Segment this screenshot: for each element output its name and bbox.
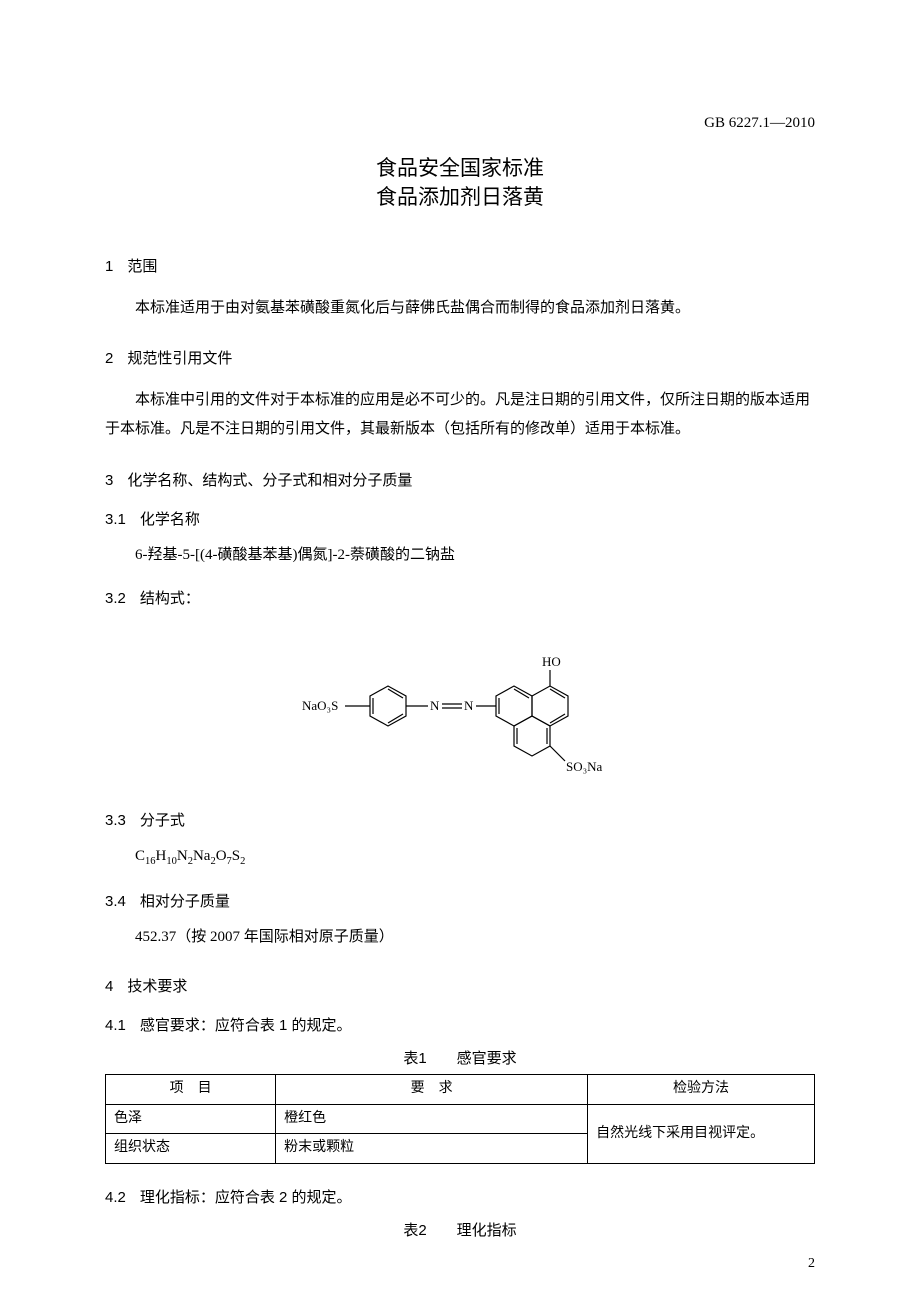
section-4-num: 4 — [105, 978, 113, 995]
chemical-name: 6-羟基-5-[(4-磺酸基苯基)偶氮]-2-萘磺酸的二钠盐 — [135, 541, 815, 570]
label-n-left: N — [430, 698, 440, 713]
section-1-heading: 1 范围 — [105, 255, 815, 276]
title-line2: 食品添加剂日落黄 — [376, 186, 544, 209]
main-title: 食品安全国家标准 食品添加剂日落黄 — [105, 154, 815, 213]
section-3-3-title: 分子式 — [140, 812, 185, 829]
td-item: 组织状态 — [106, 1134, 276, 1163]
section-3-2-heading: 3.2 结构式： — [105, 587, 815, 608]
relative-mass: 452.37（按 2007 年国际相对原子质量） — [135, 923, 815, 952]
section-3-1-heading: 3.1 化学名称 — [105, 508, 815, 529]
section-4-2-num: 4.2 — [105, 1189, 126, 1206]
section-3-4-title: 相对分子质量 — [140, 893, 230, 910]
section-3-2-title: 结构式： — [140, 590, 200, 607]
section-1-title: 范围 — [127, 258, 157, 275]
table1-caption: 表1 感官要求 — [105, 1047, 815, 1068]
th-req: 要 求 — [276, 1075, 588, 1104]
section-4-1-title: 感官要求：应符合表 1 的规定。 — [140, 1017, 352, 1034]
section-3-4-num: 3.4 — [105, 893, 126, 910]
section-4-2-heading: 4.2 理化指标：应符合表 2 的规定。 — [105, 1186, 815, 1207]
table-row: 项 目 要 求 检验方法 — [106, 1075, 815, 1104]
section-3-3-heading: 3.3 分子式 — [105, 809, 815, 830]
section-3-1-title: 化学名称 — [140, 511, 200, 528]
section-2-title: 规范性引用文件 — [127, 350, 232, 367]
label-so3na: SO₃Na — [566, 759, 603, 774]
table2-caption-num: 表2 — [403, 1222, 426, 1239]
section-3-4-heading: 3.4 相对分子质量 — [105, 890, 815, 911]
table2-caption: 表2 理化指标 — [105, 1219, 815, 1240]
table-sensory: 项 目 要 求 检验方法 色泽 橙红色 自然光线下采用目视评定。 组织状态 粉末… — [105, 1074, 815, 1163]
label-nao3s: NaO₃S — [302, 698, 338, 713]
standard-code: GB 6227.1—2010 — [105, 115, 815, 132]
label-n-right: N — [464, 698, 474, 713]
molecular-formula: C16H10N2Na2O7S2 — [135, 842, 815, 872]
section-4-title: 技术要求 — [127, 978, 187, 995]
label-ho: HO — [542, 654, 561, 669]
section-3-1-num: 3.1 — [105, 511, 126, 528]
section-2-num: 2 — [105, 350, 113, 367]
table1-caption-title: 感官要求 — [457, 1050, 517, 1067]
molecule-svg: NaO₃S N N HO SO₃Na — [290, 626, 630, 786]
section-4-1-num: 4.1 — [105, 1017, 126, 1034]
section-1-num: 1 — [105, 258, 113, 275]
section-3-heading: 3 化学名称、结构式、分子式和相对分子质量 — [105, 469, 815, 490]
td-req: 橙红色 — [276, 1104, 588, 1133]
section-3-2-num: 3.2 — [105, 590, 126, 607]
title-line1: 食品安全国家标准 — [376, 157, 544, 180]
td-item: 色泽 — [106, 1104, 276, 1133]
section-2-heading: 2 规范性引用文件 — [105, 347, 815, 368]
section-3-title: 化学名称、结构式、分子式和相对分子质量 — [127, 472, 412, 489]
structural-formula: NaO₃S N N HO SO₃Na — [105, 626, 815, 791]
page-number: 2 — [808, 1256, 815, 1272]
section-3-num: 3 — [105, 472, 113, 489]
table-row: 色泽 橙红色 自然光线下采用目视评定。 — [106, 1104, 815, 1133]
td-req: 粉末或颗粒 — [276, 1134, 588, 1163]
para-references: 本标准中引用的文件对于本标准的应用是必不可少的。凡是注日期的引用文件，仅所注日期… — [105, 386, 815, 445]
td-method: 自然光线下采用目视评定。 — [588, 1104, 815, 1163]
section-4-2-title: 理化指标：应符合表 2 的规定。 — [140, 1189, 352, 1206]
table2-caption-title: 理化指标 — [457, 1222, 517, 1239]
section-4-1-heading: 4.1 感官要求：应符合表 1 的规定。 — [105, 1014, 815, 1035]
section-3-3-num: 3.3 — [105, 812, 126, 829]
table1-caption-num: 表1 — [403, 1050, 426, 1067]
th-item: 项 目 — [106, 1075, 276, 1104]
para-scope: 本标准适用于由对氨基苯磺酸重氮化后与薛佛氏盐偶合而制得的食品添加剂日落黄。 — [105, 294, 815, 323]
th-method: 检验方法 — [588, 1075, 815, 1104]
section-4-heading: 4 技术要求 — [105, 975, 815, 996]
